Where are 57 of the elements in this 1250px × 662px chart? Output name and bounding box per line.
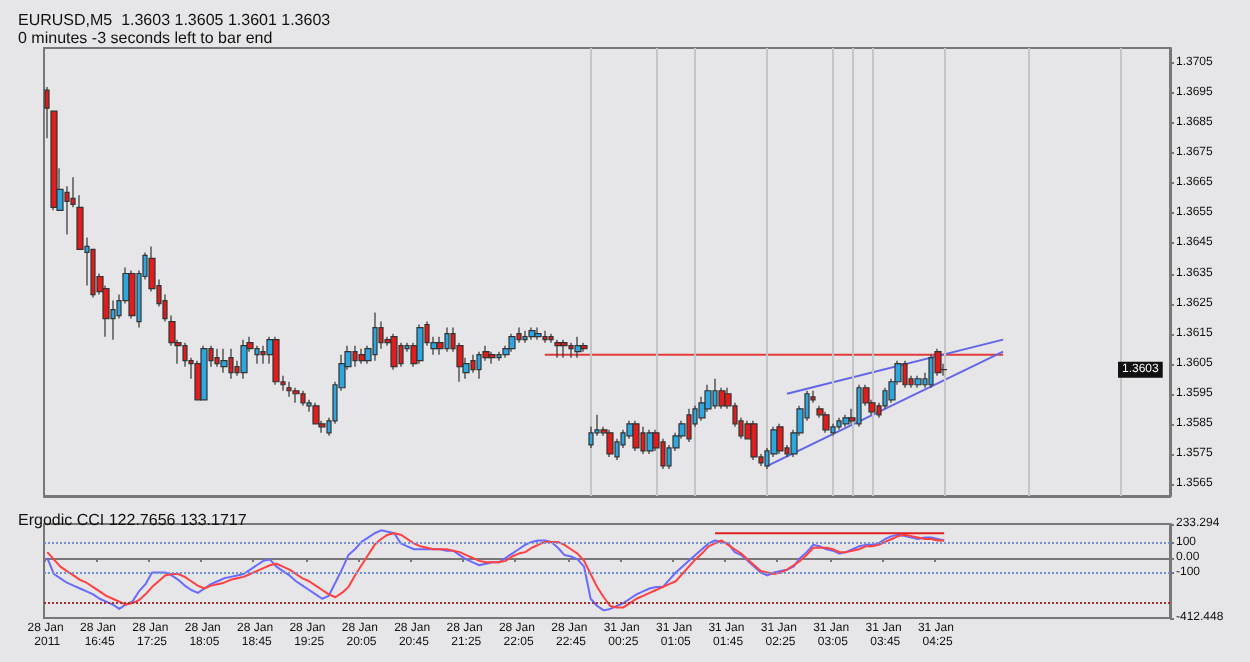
candlestick [660,438,666,470]
candlestick [488,351,496,365]
candlestick [704,384,712,413]
candlestick [750,420,758,461]
candlestick [776,423,784,455]
candlestick [928,354,934,389]
candlestick [398,342,404,368]
candlestick [522,330,528,344]
candlestick [508,333,516,353]
candlestick [240,339,248,380]
candlestick [686,408,692,443]
candlestick [560,339,568,359]
candlestick [228,348,234,380]
candlestick [902,360,908,389]
candlestick [914,375,922,389]
candlestick [718,387,726,410]
candlestick [822,411,830,434]
candlestick [476,351,482,380]
candlestick [614,438,620,461]
candlestick [358,348,366,365]
candlestick [574,336,582,359]
candlestick [534,327,542,341]
candlestick [352,345,358,368]
candlestick [200,345,208,401]
candlestick [554,339,562,359]
candlestick [842,414,850,428]
candlestick [712,378,718,410]
candlestick [312,402,320,425]
candlestick [528,327,536,341]
candlestick [260,345,266,365]
candlestick [646,429,654,455]
candlestick [390,333,398,371]
candlestick [632,420,640,452]
chart-subtitle: 0 minutes -3 seconds left to bar end [18,29,273,47]
candlestick [286,381,292,398]
candlestick [214,348,220,368]
candlestick [128,269,136,320]
candlestick [292,387,300,404]
chart-title: EURUSD,M5 1.3603 1.3605 1.3601 1.3603 [18,11,332,29]
candlestick [606,429,614,458]
candlestick [300,390,306,407]
candlestick [516,327,522,344]
candlestick [436,336,444,356]
candlestick [220,348,228,374]
candlestick [542,330,548,344]
candlestick [272,336,280,386]
candlestick [254,345,260,365]
candlestick [568,342,574,359]
candlestick [372,311,378,362]
candlestick [416,324,424,365]
candlestick [640,426,646,455]
chart-title: Ergodic CCI 122.7656 133.1717 [18,511,248,529]
candlestick [856,384,862,428]
candlestick [882,387,888,410]
candlestick [444,327,450,353]
candlestick [470,354,476,374]
candlestick [836,417,842,431]
